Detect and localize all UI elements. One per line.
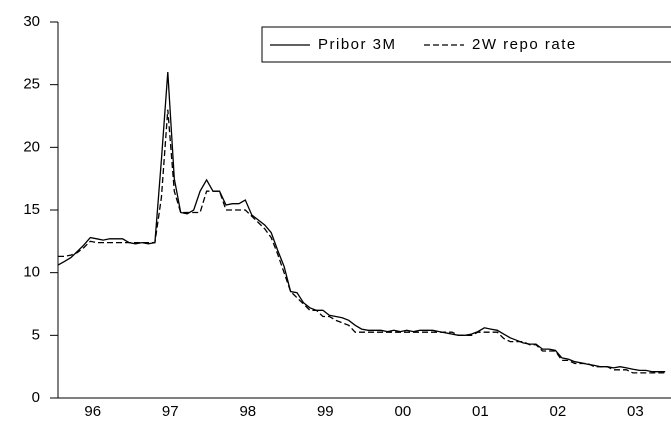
x-tick-label: 02 <box>550 403 567 420</box>
x-tick-label: 99 <box>317 403 334 420</box>
legend-box <box>261 26 671 63</box>
x-tick-label: 98 <box>239 403 256 420</box>
y-tick-label: 25 <box>23 76 40 93</box>
y-tick-label: 0 <box>32 389 40 406</box>
series-line <box>57 72 666 373</box>
y-tick-label: 20 <box>23 138 40 155</box>
y-tick-label: 30 <box>23 13 40 30</box>
legend-label: 2W repo rate <box>472 36 577 53</box>
x-tick-label: 97 <box>162 403 179 420</box>
legend-label: Pribor 3M <box>318 36 397 53</box>
x-tick-label: 96 <box>84 403 101 420</box>
y-tick-label: 15 <box>23 201 40 218</box>
y-tick-label: 10 <box>23 264 40 281</box>
x-tick-label: 00 <box>394 403 411 420</box>
y-tick-label: 5 <box>32 326 40 343</box>
series-line <box>58 109 666 374</box>
x-tick-label: 03 <box>627 403 644 420</box>
x-tick-label: 01 <box>472 403 489 420</box>
